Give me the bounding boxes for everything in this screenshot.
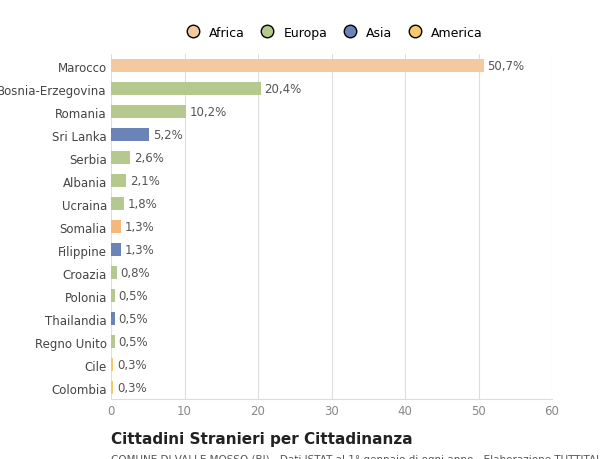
Text: 0,8%: 0,8% [121,267,150,280]
Text: 2,1%: 2,1% [130,175,160,188]
Bar [111,60,484,73]
Bar [111,313,115,325]
Bar [111,106,186,119]
Legend: Africa, Europa, Asia, America: Africa, Europa, Asia, America [178,24,485,42]
Text: Cittadini Stranieri per Cittadinanza: Cittadini Stranieri per Cittadinanza [111,431,413,447]
Bar [111,381,113,394]
Bar [111,336,115,348]
Bar [111,290,115,302]
Bar [111,198,124,211]
Bar [111,267,117,280]
Text: 0,3%: 0,3% [117,358,146,371]
Bar [111,244,121,257]
Text: 2,6%: 2,6% [134,152,164,165]
Text: 1,3%: 1,3% [124,221,154,234]
Text: 20,4%: 20,4% [265,83,302,96]
Text: 0,5%: 0,5% [118,336,148,348]
Text: 1,3%: 1,3% [124,244,154,257]
Bar [111,221,121,234]
Text: COMUNE DI VALLE MOSSO (BI) - Dati ISTAT al 1° gennaio di ogni anno - Elaborazion: COMUNE DI VALLE MOSSO (BI) - Dati ISTAT … [111,454,600,459]
Bar [111,358,113,371]
Bar [111,129,149,142]
Text: 0,3%: 0,3% [117,381,146,394]
Bar [111,175,127,188]
Bar [111,152,130,165]
Text: 0,5%: 0,5% [118,290,148,302]
Bar [111,83,261,96]
Text: 1,8%: 1,8% [128,198,158,211]
Text: 10,2%: 10,2% [190,106,227,119]
Text: 5,2%: 5,2% [153,129,182,142]
Text: 50,7%: 50,7% [487,60,524,73]
Text: 0,5%: 0,5% [118,313,148,325]
